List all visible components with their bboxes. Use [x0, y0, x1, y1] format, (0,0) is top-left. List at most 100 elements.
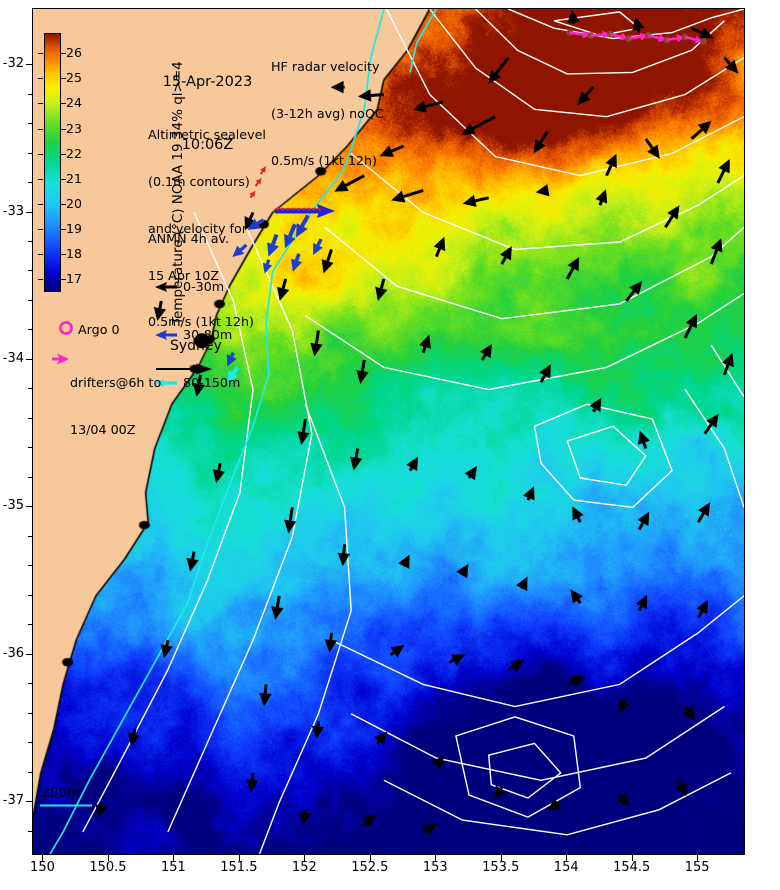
velocity-arrow-head: [461, 123, 476, 135]
velocity-arrow: [565, 267, 575, 280]
velocity-arrow: [275, 595, 281, 608]
y-tick--36: -36: [2, 645, 24, 661]
velocity-arrow-head: [398, 554, 410, 569]
sealevel-contour: [350, 705, 725, 782]
y-tickmark-minor: [28, 476, 32, 478]
velocity-arrow: [360, 359, 366, 372]
isobath-200m: [409, 9, 438, 73]
y-tickmark-minor: [28, 182, 32, 183]
y-tickmark-minor: [28, 270, 32, 272]
sealevel-contour: [350, 152, 744, 251]
velocity-arrow: [249, 195, 253, 199]
velocity-arrow-head: [227, 370, 239, 384]
drifter-point: [566, 29, 574, 36]
velocity-arrow: [709, 249, 719, 265]
y-tickmark-minor: [28, 535, 32, 537]
colorbar-tickmark: [61, 254, 66, 256]
x-tick-150.5: 150.5: [89, 860, 127, 875]
velocity-arrow: [636, 28, 641, 33]
velocity-arrow: [294, 253, 301, 261]
colorbar-tickmark: [38, 229, 43, 231]
velocity-arrow: [326, 248, 333, 262]
velocity-arrow: [301, 418, 307, 433]
velocity-arrow-head: [635, 594, 648, 610]
colorbar-tick-20: 20: [66, 195, 82, 211]
velocity-arrow: [526, 497, 531, 501]
anmn-label-0: 0-30m: [183, 278, 225, 294]
velocity-arrow: [250, 772, 255, 781]
velocity-arrow-head: [682, 706, 696, 721]
y-tickmark: [26, 653, 32, 655]
anmn-arrow-30-80m-icon: [155, 330, 177, 341]
colorbar-tickmark: [61, 203, 66, 205]
x-tickmark: [697, 855, 699, 861]
x-tick-153.5: 153.5: [482, 860, 520, 875]
sealevel-contour: [455, 716, 582, 818]
argo-circle-icon: [59, 321, 73, 335]
x-tick-151.5: 151.5: [220, 860, 258, 875]
velocity-arrow-head: [334, 180, 349, 192]
velocity-arrow-head: [357, 89, 372, 102]
colorbar-tickmark: [61, 103, 66, 105]
velocity-arrow-head: [589, 397, 602, 412]
velocity-arrow: [696, 512, 705, 523]
velocity-arrow: [448, 658, 455, 664]
drifter-track: [590, 33, 603, 37]
velocity-arrow: [265, 259, 271, 265]
velocity-arrow-head: [722, 352, 734, 368]
sealevel-contour: [324, 226, 744, 320]
velocity-arrow: [677, 779, 683, 786]
velocity-arrow-head: [313, 242, 323, 256]
velocity-arrow-head: [572, 506, 584, 521]
y-tickmark-minor: [28, 565, 32, 567]
hf-radar-arrow-icon: [275, 203, 335, 218]
velocity-arrow: [716, 169, 726, 184]
velocity-arrow: [690, 26, 703, 35]
isobath-200m: [49, 9, 385, 854]
velocity-arrow: [316, 238, 323, 246]
velocity-arrow: [344, 174, 366, 187]
velocity-arrow: [722, 364, 730, 376]
drifter-point: [663, 36, 671, 44]
anmn-arrow-80-150m-icon: [155, 378, 177, 387]
velocity-arrow: [467, 475, 472, 479]
velocity-arrow-head: [226, 354, 237, 367]
velocity-arrow-head: [456, 563, 469, 579]
velocity-arrow: [696, 610, 704, 619]
velocity-arrow-head: [464, 466, 477, 481]
velocity-arrow-head: [419, 334, 431, 349]
velocity-arrow-head: [570, 589, 583, 604]
sealevel-contour: [383, 772, 732, 836]
y-tickmark: [26, 801, 32, 803]
velocity-arrow: [474, 196, 490, 203]
velocity-arrow-head: [298, 812, 312, 826]
velocity-arrow: [391, 144, 405, 153]
anmn-title: ANMN 4h av.: [148, 231, 230, 247]
velocity-arrow-head: [406, 456, 419, 471]
city-marker-sydney: [194, 333, 210, 349]
velocity-arrow-head: [488, 69, 502, 84]
y-tickmark-minor: [28, 447, 32, 449]
anmn-item-2: 80-150m: [155, 375, 240, 391]
velocity-arrow-head: [160, 644, 173, 659]
velocity-arrow: [342, 544, 347, 554]
altimetry-line-0: Altimetric sealevel: [148, 127, 266, 143]
velocity-arrow-head: [271, 606, 284, 620]
velocity-arrow-head: [699, 27, 714, 39]
map-plot-area[interactable]: [32, 8, 745, 855]
colorbar-tick-25: 25: [66, 70, 82, 86]
velocity-arrow: [263, 684, 268, 694]
velocity-arrow-head: [675, 781, 687, 797]
velocity-arrow: [422, 829, 427, 834]
velocity-arrow-head: [246, 779, 259, 793]
velocity-arrow: [248, 211, 255, 220]
drifter-arrow-icon: [52, 353, 69, 365]
y-tickmark-minor: [28, 624, 32, 626]
colorbar-tickmark: [38, 203, 43, 205]
velocity-arrow-head: [629, 281, 643, 295]
velocity-arrow: [376, 740, 381, 745]
velocity-arrow-head: [321, 259, 334, 274]
velocity-arrow: [281, 278, 288, 289]
velocity-arrow-head: [516, 576, 528, 591]
velocity-arrow-head: [685, 313, 698, 329]
